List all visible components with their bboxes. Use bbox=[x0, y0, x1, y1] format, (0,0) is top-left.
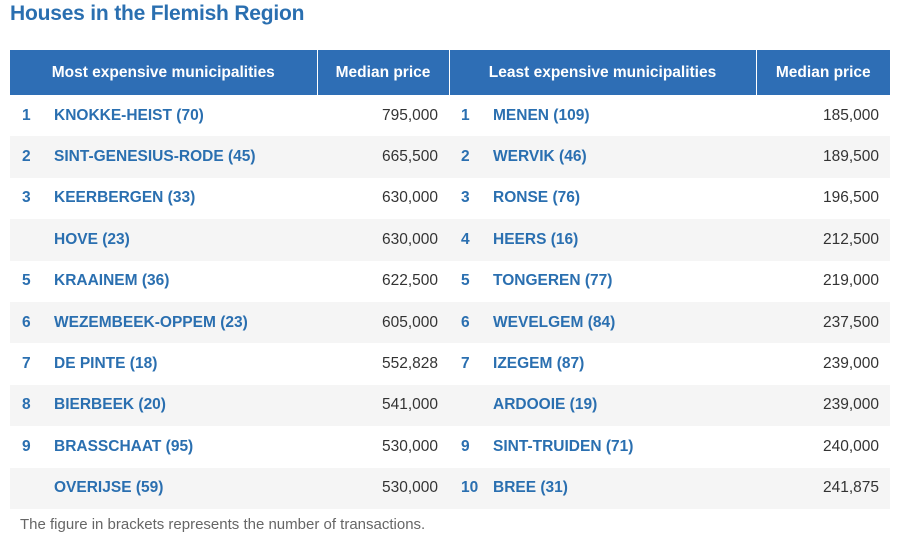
right-rank: 6 bbox=[449, 301, 494, 344]
right-municipality: TONGEREN (77) bbox=[493, 260, 757, 302]
right-median-price: 240,000 bbox=[756, 426, 891, 468]
left-median-price: 530,000 bbox=[317, 426, 450, 468]
header-median-price-right: Median price bbox=[756, 50, 891, 95]
table-row: 6 WEZEMBEEK-OPPEM (23) 605,000 6 WEVELGE… bbox=[10, 301, 891, 344]
left-median-price: 665,500 bbox=[317, 136, 450, 178]
right-rank: 1 bbox=[449, 95, 494, 137]
left-rank: 2 bbox=[10, 136, 54, 178]
table-body: 1 KNOKKE-HEIST (70) 795,000 1 MENEN (109… bbox=[10, 95, 891, 509]
right-rank: 7 bbox=[449, 343, 494, 385]
right-median-price: 189,500 bbox=[756, 136, 891, 178]
table-row: 3 KEERBERGEN (33) 630,000 3 RONSE (76) 1… bbox=[10, 177, 891, 220]
left-median-price: 630,000 bbox=[317, 219, 450, 261]
right-median-price: 212,500 bbox=[756, 219, 891, 261]
right-rank: 3 bbox=[449, 177, 494, 220]
table-row: 5 KRAAINEM (36) 622,500 5 TONGEREN (77) … bbox=[10, 260, 891, 302]
left-median-price: 605,000 bbox=[317, 301, 450, 344]
left-rank: 9 bbox=[10, 426, 54, 468]
left-median-price: 630,000 bbox=[317, 177, 450, 220]
right-median-price: 241,875 bbox=[756, 467, 891, 509]
header-median-price-left: Median price bbox=[317, 50, 450, 95]
right-municipality: RONSE (76) bbox=[493, 177, 757, 220]
left-rank: 7 bbox=[10, 343, 54, 385]
left-rank: 6 bbox=[10, 301, 54, 344]
right-median-price: 196,500 bbox=[756, 177, 891, 220]
left-municipality: WEZEMBEEK-OPPEM (23) bbox=[54, 301, 318, 344]
right-municipality: WEVELGEM (84) bbox=[493, 301, 757, 344]
right-rank: 2 bbox=[449, 136, 494, 178]
left-median-price: 530,000 bbox=[317, 467, 450, 509]
right-median-price: 239,000 bbox=[756, 384, 891, 427]
right-municipality: HEERS (16) bbox=[493, 219, 757, 261]
left-median-price: 541,000 bbox=[317, 384, 450, 427]
left-municipality: BIERBEEK (20) bbox=[54, 384, 318, 427]
header-most-expensive: Most expensive municipalities bbox=[10, 50, 318, 95]
right-rank: 5 bbox=[449, 260, 494, 302]
left-rank: 8 bbox=[10, 384, 54, 427]
right-median-price: 185,000 bbox=[756, 95, 891, 137]
footnote: The figure in brackets represents the nu… bbox=[20, 516, 426, 533]
table-row: HOVE (23) 630,000 4 HEERS (16) 212,500 bbox=[10, 219, 891, 261]
price-table: Most expensive municipalities Median pri… bbox=[10, 50, 891, 509]
right-rank: 10 bbox=[449, 467, 494, 509]
left-rank: 1 bbox=[10, 95, 54, 137]
right-municipality: SINT-TRUIDEN (71) bbox=[493, 426, 757, 468]
left-rank: 5 bbox=[10, 260, 54, 302]
page-title: Houses in the Flemish Region bbox=[10, 2, 305, 25]
right-median-price: 219,000 bbox=[756, 260, 891, 302]
right-median-price: 239,000 bbox=[756, 343, 891, 385]
right-municipality: ARDOOIE (19) bbox=[493, 384, 757, 427]
right-rank: 9 bbox=[449, 426, 494, 468]
table-row: 2 SINT-GENESIUS-RODE (45) 665,500 2 WERV… bbox=[10, 136, 891, 178]
right-municipality: IZEGEM (87) bbox=[493, 343, 757, 385]
table-row: 1 KNOKKE-HEIST (70) 795,000 1 MENEN (109… bbox=[10, 95, 891, 137]
header-least-expensive: Least expensive municipalities bbox=[449, 50, 757, 95]
table-header-row: Most expensive municipalities Median pri… bbox=[10, 50, 891, 95]
right-municipality: WERVIK (46) bbox=[493, 136, 757, 178]
left-municipality: HOVE (23) bbox=[54, 219, 318, 261]
left-rank bbox=[10, 467, 54, 509]
right-municipality: MENEN (109) bbox=[493, 95, 757, 137]
table-row: 7 DE PINTE (18) 552,828 7 IZEGEM (87) 23… bbox=[10, 343, 891, 385]
table-row: OVERIJSE (59) 530,000 10 BREE (31) 241,8… bbox=[10, 467, 891, 509]
right-rank: 4 bbox=[449, 219, 494, 261]
left-municipality: BRASSCHAAT (95) bbox=[54, 426, 318, 468]
left-rank: 3 bbox=[10, 177, 54, 220]
table-row: 9 BRASSCHAAT (95) 530,000 9 SINT-TRUIDEN… bbox=[10, 426, 891, 468]
left-municipality: DE PINTE (18) bbox=[54, 343, 318, 385]
left-median-price: 795,000 bbox=[317, 95, 450, 137]
left-rank bbox=[10, 219, 54, 261]
left-municipality: SINT-GENESIUS-RODE (45) bbox=[54, 136, 318, 178]
left-municipality: KRAAINEM (36) bbox=[54, 260, 318, 302]
left-municipality: KNOKKE-HEIST (70) bbox=[54, 95, 318, 137]
left-municipality: OVERIJSE (59) bbox=[54, 467, 318, 509]
left-municipality: KEERBERGEN (33) bbox=[54, 177, 318, 220]
right-median-price: 237,500 bbox=[756, 301, 891, 344]
right-rank bbox=[449, 384, 494, 427]
right-municipality: BREE (31) bbox=[493, 467, 757, 509]
left-median-price: 552,828 bbox=[317, 343, 450, 385]
table-row: 8 BIERBEEK (20) 541,000 ARDOOIE (19) 239… bbox=[10, 384, 891, 427]
left-median-price: 622,500 bbox=[317, 260, 450, 302]
